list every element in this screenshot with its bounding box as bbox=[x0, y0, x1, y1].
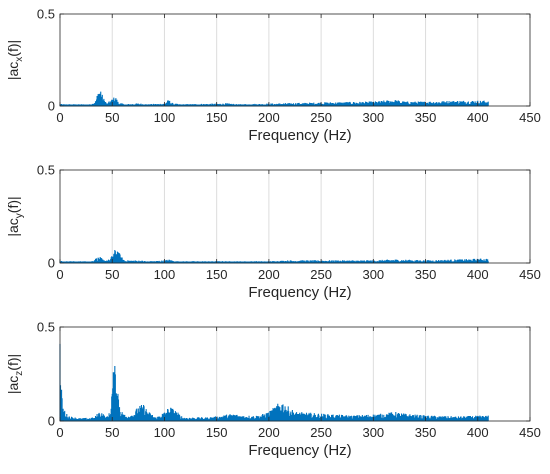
x-tick-label: 400 bbox=[467, 425, 489, 440]
x-tick-label: 0 bbox=[56, 425, 63, 440]
chart-panel-1: 0 50 100 150 200 250 300 350 400 450 0 0.5 Frequency… bbox=[5, 7, 541, 145]
chart-panel-3: 0 50 100 150 200 250 300 350 400 450 0 0.5 Frequency… bbox=[5, 320, 541, 460]
y-axis-label: |acz(f)| bbox=[5, 354, 25, 394]
axes-box bbox=[59, 326, 531, 422]
chart-panel-2: 0 50 100 150 200 250 300 350 400 450 0 0.5 Frequency… bbox=[5, 163, 541, 302]
y-tick-label: 0 bbox=[48, 256, 55, 271]
x-tick-label: 150 bbox=[206, 267, 228, 282]
x-tick-label: 350 bbox=[415, 267, 437, 282]
x-tick-label: 450 bbox=[519, 110, 541, 125]
spectrum-series bbox=[59, 249, 489, 263]
y-tick-label: 0 bbox=[48, 414, 55, 429]
spectrum-series bbox=[59, 343, 489, 421]
x-tick-label: 50 bbox=[105, 425, 119, 440]
x-tick-label: 350 bbox=[415, 110, 437, 125]
x-tick-label: 100 bbox=[154, 267, 176, 282]
y-tick-label: 0.5 bbox=[37, 7, 55, 22]
y-axis-label: |acx(f)| bbox=[5, 40, 25, 80]
axes-box bbox=[59, 169, 531, 264]
y-axis-label: |acy(f)| bbox=[5, 196, 25, 236]
x-tick-label: 50 bbox=[105, 110, 119, 125]
x-tick-label: 150 bbox=[206, 425, 228, 440]
y-tick-label: 0 bbox=[48, 99, 55, 114]
x-axis-label: Frequency (Hz) bbox=[248, 284, 351, 301]
x-tick-label: 300 bbox=[362, 425, 384, 440]
axes-box bbox=[59, 13, 531, 107]
x-tick-label: 100 bbox=[154, 425, 176, 440]
x-tick-label: 450 bbox=[519, 267, 541, 282]
spectrum-series bbox=[59, 91, 489, 106]
x-tick-label: 400 bbox=[467, 267, 489, 282]
x-tick-label: 100 bbox=[154, 110, 176, 125]
x-tick-label: 450 bbox=[519, 425, 541, 440]
x-axis-label: Frequency (Hz) bbox=[248, 442, 351, 459]
y-tick-label: 0.5 bbox=[37, 163, 55, 178]
x-tick-label: 0 bbox=[56, 110, 63, 125]
x-tick-label: 200 bbox=[258, 425, 280, 440]
x-tick-label: 50 bbox=[105, 267, 119, 282]
x-tick-label: 200 bbox=[258, 267, 280, 282]
x-axis-label: Frequency (Hz) bbox=[248, 127, 351, 144]
x-tick-label: 200 bbox=[258, 110, 280, 125]
x-tick-label: 400 bbox=[467, 110, 489, 125]
x-tick-label: 300 bbox=[362, 110, 384, 125]
x-tick-label: 250 bbox=[310, 267, 332, 282]
x-tick-label: 350 bbox=[415, 425, 437, 440]
x-tick-label: 150 bbox=[206, 110, 228, 125]
y-tick-label: 0.5 bbox=[37, 320, 55, 335]
x-tick-label: 0 bbox=[56, 267, 63, 282]
x-tick-label: 250 bbox=[310, 110, 332, 125]
x-tick-label: 250 bbox=[310, 425, 332, 440]
x-tick-label: 300 bbox=[362, 267, 384, 282]
